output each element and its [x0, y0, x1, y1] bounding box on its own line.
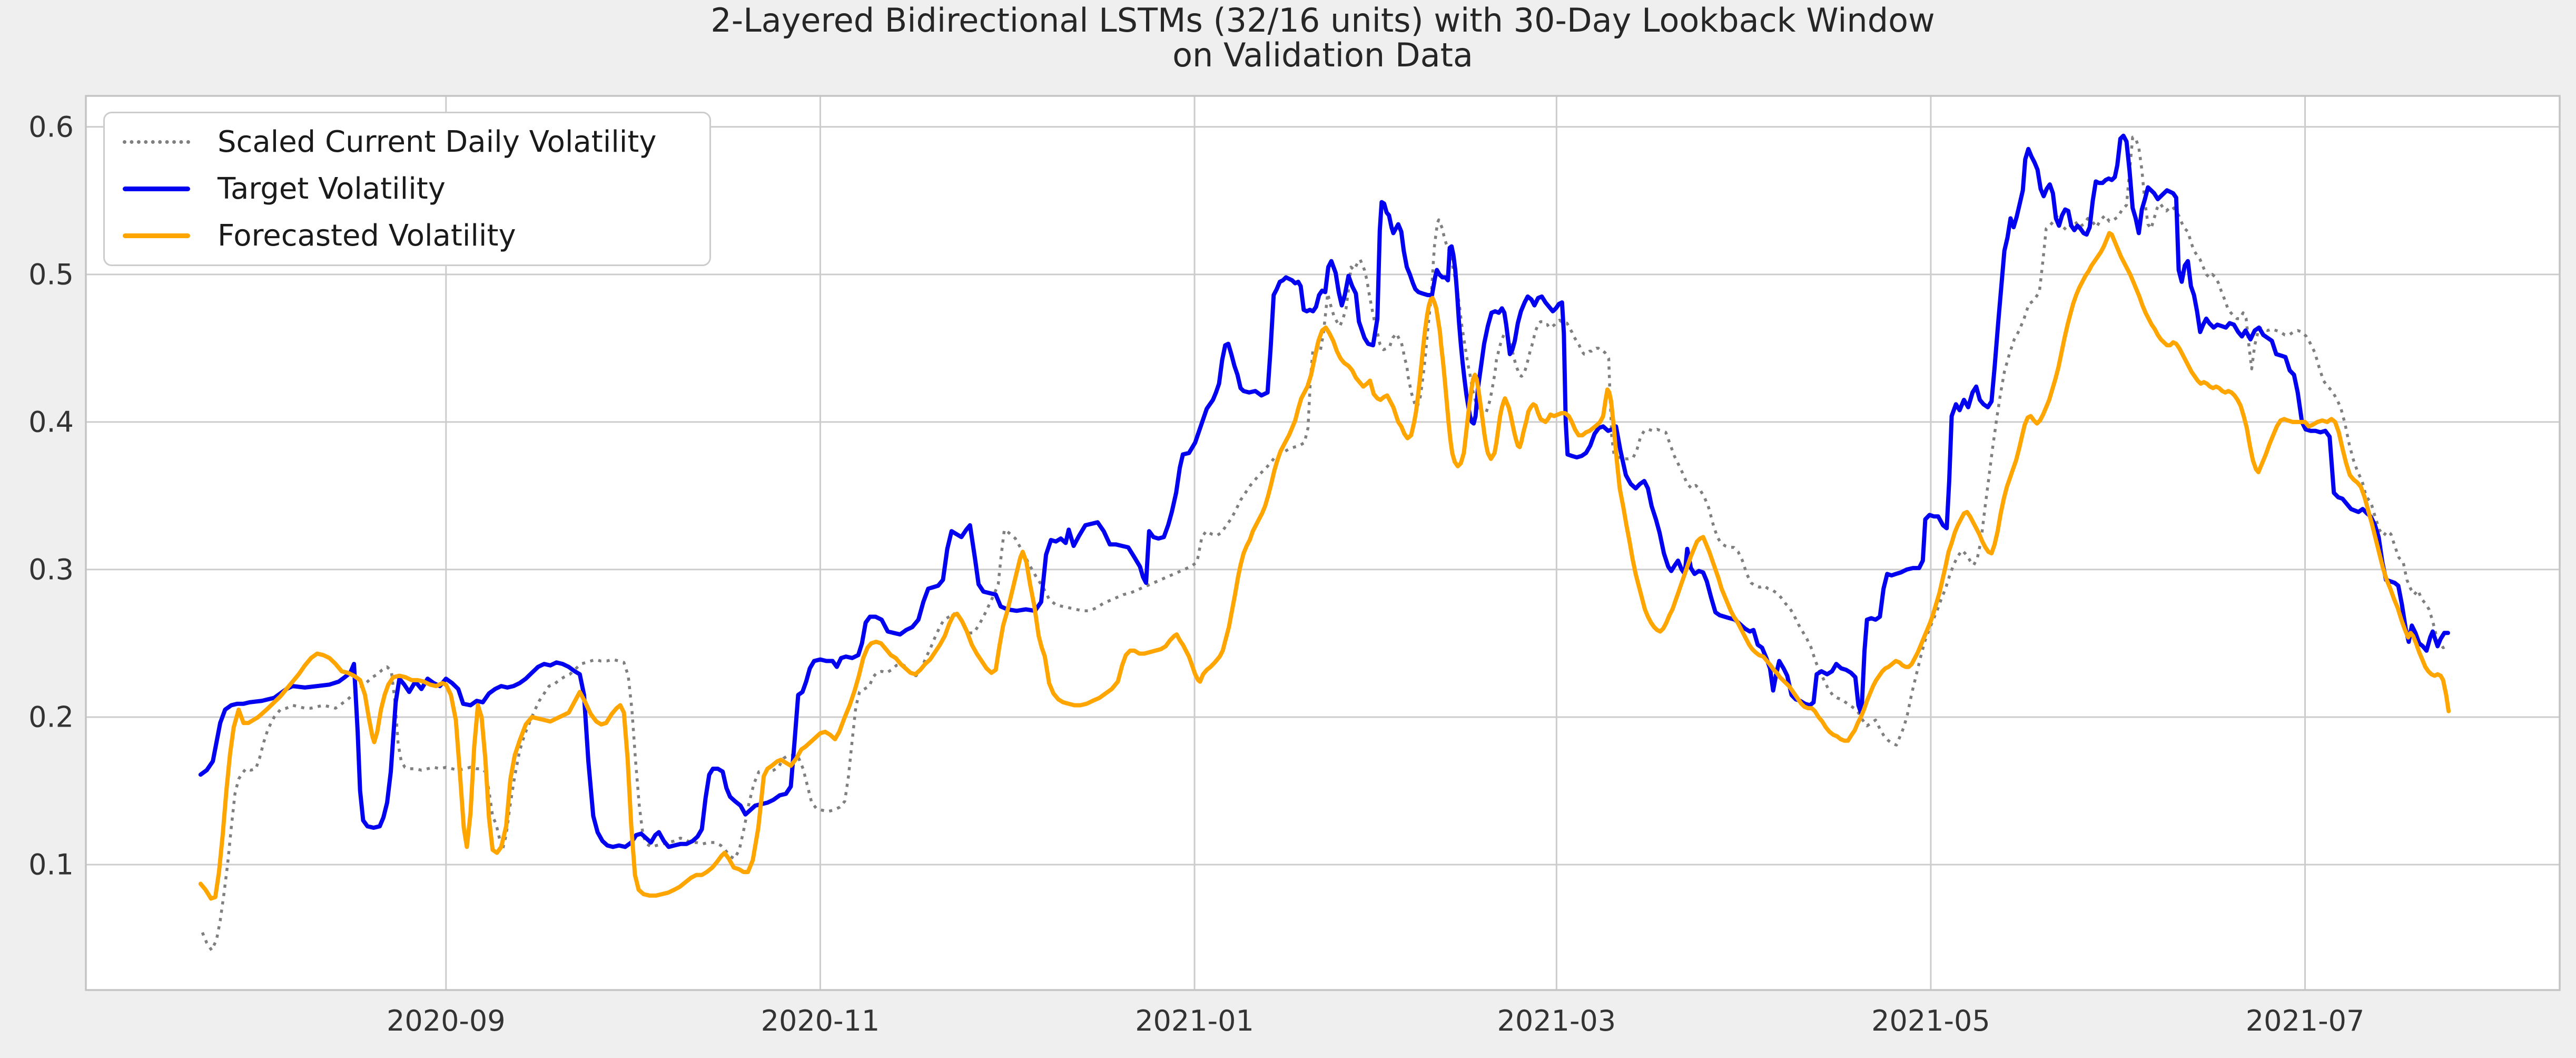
legend-item-target-volatility: Target Volatility	[105, 172, 709, 206]
legend-item-scaled-current-daily-volatility: Scaled Current Daily Volatility	[105, 125, 709, 159]
series-line-scaled-current-daily-volatility	[201, 135, 2450, 952]
legend-label: Forecasted Volatility	[218, 219, 516, 253]
y-tick-label-0.2: 0.2	[28, 700, 74, 734]
y-tick-label-0.1: 0.1	[28, 848, 74, 881]
x-tick-label-2020-11: 2020-11	[761, 1004, 880, 1037]
axes-spines	[85, 95, 2561, 991]
y-tick-label-0.4: 0.4	[28, 405, 74, 439]
dotted-line-sample-icon	[123, 140, 190, 144]
legend-label: Scaled Current Daily Volatility	[218, 125, 657, 159]
y-tick-label-0.5: 0.5	[28, 258, 74, 291]
chart-title-line1: 2-Layered Bidirectional LSTMs (32/16 uni…	[710, 1, 1935, 40]
series-line-forecasted-volatility	[198, 231, 2451, 901]
solid-line-sample-icon	[123, 187, 190, 191]
x-tick-label-2021-01: 2021-01	[1135, 1004, 1254, 1037]
gridlines	[86, 96, 2560, 990]
y-tick-label-0.3: 0.3	[28, 553, 74, 586]
y-tick-label-0.6: 0.6	[28, 110, 74, 144]
x-tick-label-2021-05: 2021-05	[1871, 1004, 1990, 1037]
x-tick-label-2021-03: 2021-03	[1497, 1004, 1616, 1037]
chart-title: 2-Layered Bidirectional LSTMs (32/16 uni…	[86, 3, 2560, 73]
solid-line-sample-icon	[123, 233, 190, 238]
legend-box: Scaled Current Daily Volatility Target V…	[103, 112, 711, 266]
legend-item-forecasted-volatility: Forecasted Volatility	[105, 219, 709, 253]
chart-title-line2: on Validation Data	[1172, 36, 1473, 74]
legend-label: Target Volatility	[218, 172, 446, 206]
x-tick-label-2020-09: 2020-09	[387, 1004, 506, 1037]
x-tick-label-2021-07: 2021-07	[2245, 1004, 2365, 1037]
